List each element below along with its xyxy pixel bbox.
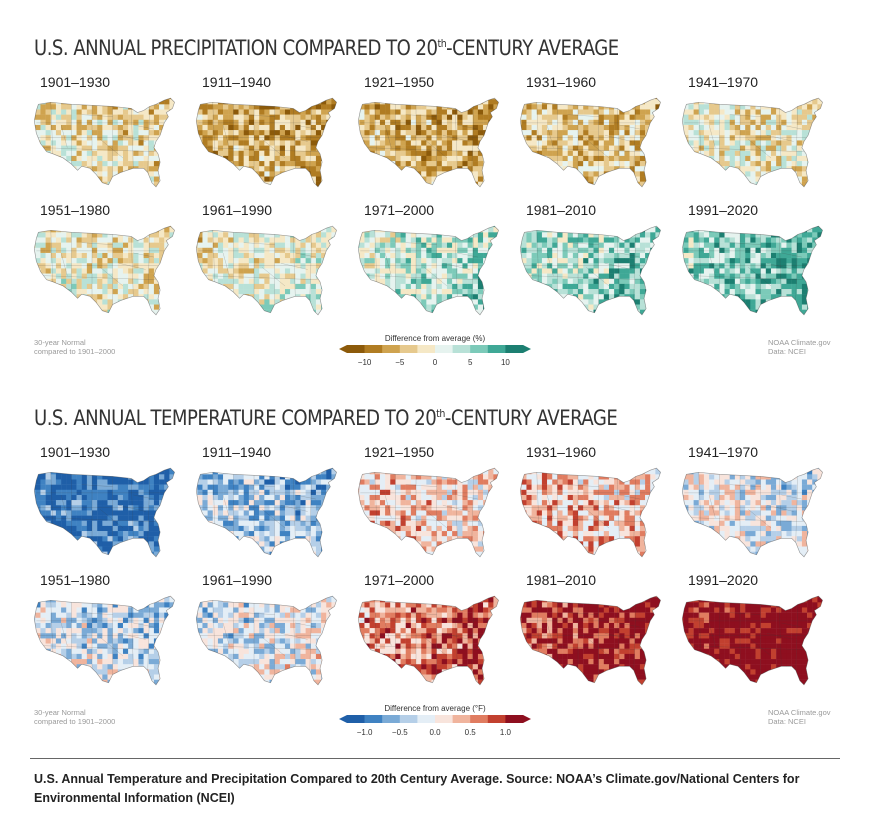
precipitation-period-label: 1981–2010	[526, 202, 597, 218]
precipitation-panel-5: 1951–1980	[30, 196, 192, 324]
precipitation-map-7	[357, 225, 499, 316]
precipitation-map-0	[33, 97, 175, 188]
precipitation-period-label: 1921–1950	[364, 74, 435, 90]
temperature-period-label: 1921–1950	[364, 444, 435, 460]
precipitation-map-6	[195, 225, 337, 316]
precipitation-period-label: 1991–2020	[688, 202, 759, 218]
temperature-period-label: 1931–1960	[526, 444, 597, 460]
precipitation-legend-tick: 10	[500, 358, 510, 367]
temperature-map-9	[681, 595, 823, 686]
precipitation-panel-4: 1941–1970	[678, 68, 840, 196]
temperature-period-label: 1981–2010	[526, 572, 597, 588]
temperature-period-label: 1971–2000	[364, 572, 435, 588]
precipitation-map-grid: 1901–1930 1911–1940 1921–1950 1931–1960 1941…	[30, 68, 850, 328]
precipitation-section: U.S. ANNUAL PRECIPITATION COMPARED TO 20…	[30, 28, 850, 368]
precipitation-map-9	[681, 225, 823, 316]
temperature-legend-tick: −1.0	[356, 728, 373, 737]
precipitation-map-8	[519, 225, 661, 316]
temperature-period-label: 1951–1980	[40, 572, 111, 588]
temperature-panel-7: 1971–2000	[354, 566, 516, 694]
precipitation-panel-9: 1991–2020	[678, 196, 840, 324]
temperature-note-right: NOAA Climate.gov Data: NCEI	[768, 708, 831, 726]
precipitation-panel-2: 1921–1950	[354, 68, 516, 196]
precipitation-map-1	[195, 97, 337, 188]
precipitation-legend-bar	[339, 345, 531, 353]
temperature-panel-1: 1911–1940	[192, 438, 354, 566]
temperature-period-label: 1901–1930	[40, 444, 111, 460]
precipitation-legend-tick: −5	[395, 358, 405, 367]
temperature-section: U.S. ANNUAL TEMPERATURE COMPARED TO 20th…	[30, 398, 850, 738]
temperature-panel-9: 1991–2020	[678, 566, 840, 694]
temperature-panel-5: 1951–1980	[30, 566, 192, 694]
precipitation-legend: Difference from average (%) −10 −5 0 5 10	[335, 334, 535, 370]
precipitation-period-label: 1971–2000	[364, 202, 435, 218]
temperature-panel-2: 1921–1950	[354, 438, 516, 566]
temperature-legend-tick: 1.0	[499, 728, 511, 737]
temperature-period-label: 1941–1970	[688, 444, 759, 460]
temperature-panel-6: 1961–1990	[192, 566, 354, 694]
temperature-legend-tick: 0.0	[429, 728, 441, 737]
precipitation-period-label: 1901–1930	[40, 74, 111, 90]
temperature-legend-title: Difference from average (°F)	[384, 704, 486, 713]
temperature-map-grid: 1901–1930 1911–1940 1921–1950 1931–1960 1941…	[30, 438, 850, 698]
precipitation-period-label: 1951–1980	[40, 202, 111, 218]
temperature-map-3	[519, 467, 661, 558]
temperature-panel-4: 1941–1970	[678, 438, 840, 566]
temperature-panel-8: 1981–2010	[516, 566, 678, 694]
precipitation-panel-7: 1971–2000	[354, 196, 516, 324]
precipitation-legend-title: Difference from average (%)	[384, 334, 486, 343]
temperature-map-5	[33, 595, 175, 686]
precipitation-map-3	[519, 97, 661, 188]
precipitation-panel-1: 1911–1940	[192, 68, 354, 196]
precipitation-period-label: 1931–1960	[526, 74, 597, 90]
precipitation-period-label: 1911–1940	[202, 74, 272, 90]
temperature-title: U.S. ANNUAL TEMPERATURE COMPARED TO 20th…	[34, 406, 618, 430]
temperature-map-1	[195, 467, 337, 558]
temperature-map-2	[357, 467, 499, 558]
precipitation-map-4	[681, 97, 823, 188]
temperature-legend: Difference from average (°F) −1.0 −0.5 0.0…	[335, 704, 535, 740]
precipitation-title: U.S. ANNUAL PRECIPITATION COMPARED TO 20…	[34, 36, 619, 60]
temperature-map-8	[519, 595, 661, 686]
temperature-period-label: 1991–2020	[688, 572, 759, 588]
figure-caption: U.S. Annual Temperature and Precipitatio…	[34, 772, 800, 805]
precipitation-note-left: 30-year Normal compared to 1901–2000	[34, 338, 116, 356]
temperature-period-label: 1961–1990	[202, 572, 273, 588]
precipitation-legend-tick: −10	[357, 358, 372, 367]
temperature-map-7	[357, 595, 499, 686]
temperature-note-left: 30-year Normal compared to 1901–2000	[34, 708, 116, 726]
temperature-legend-tick: −0.5	[391, 728, 408, 737]
precipitation-legend-tick: 5	[467, 358, 473, 367]
caption-divider	[30, 758, 840, 759]
temperature-map-6	[195, 595, 337, 686]
temperature-legend-tick: 0.5	[464, 728, 476, 737]
precipitation-note-right: NOAA Climate.gov Data: NCEI	[768, 338, 831, 356]
precipitation-map-5	[33, 225, 175, 316]
precipitation-period-label: 1961–1990	[202, 202, 273, 218]
temperature-legend-bar	[339, 715, 531, 723]
temperature-panel-0: 1901–1930	[30, 438, 192, 566]
precipitation-period-label: 1941–1970	[688, 74, 759, 90]
precipitation-legend-tick: 0	[432, 358, 438, 367]
precipitation-panel-3: 1931–1960	[516, 68, 678, 196]
precipitation-panel-8: 1981–2010	[516, 196, 678, 324]
precipitation-map-2	[357, 97, 499, 188]
temperature-map-0	[33, 467, 175, 558]
temperature-period-label: 1911–1940	[202, 444, 272, 460]
temperature-panel-3: 1931–1960	[516, 438, 678, 566]
precipitation-panel-0: 1901–1930	[30, 68, 192, 196]
temperature-map-4	[681, 467, 823, 558]
precipitation-panel-6: 1961–1990	[192, 196, 354, 324]
